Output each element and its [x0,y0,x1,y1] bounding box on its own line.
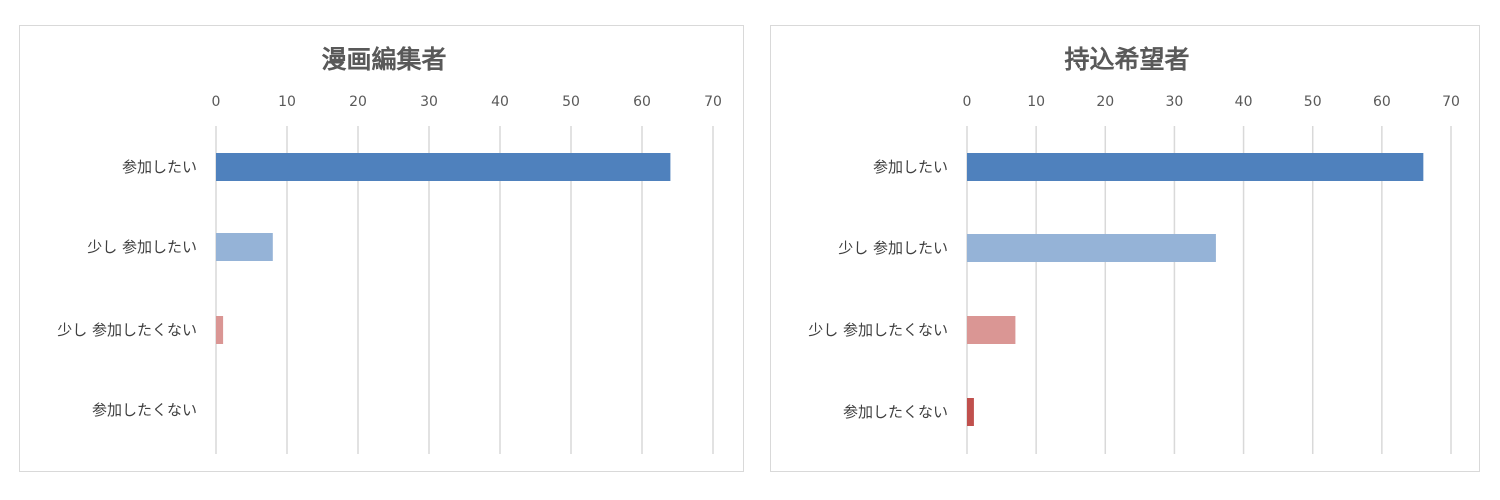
x-tick-label: 70 [1442,94,1460,110]
category-label: 参加したい [122,158,197,176]
chart-title: 漫画編集者 [321,45,446,74]
x-tick-label: 40 [491,94,509,110]
category-label: 少し 参加したい [838,239,948,257]
bar [216,153,671,181]
x-tick-label: 50 [1304,94,1322,110]
x-tick-label: 10 [1027,94,1045,110]
category-label: 参加したい [873,158,948,176]
category-label: 参加したくない [92,401,197,419]
bar [216,316,224,344]
x-tick-label: 70 [704,94,722,110]
x-tick-label: 30 [1166,94,1184,110]
bar [967,316,1016,344]
chart-panel-editors: 漫画編集者 0 10 20 30 40 50 60 70 参加したい少し 参加したい少し 参加し… [19,25,744,472]
x-tick-label: 60 [1373,94,1391,110]
category-label: 参加したくない [843,403,948,421]
x-tick-label: 60 [633,94,651,110]
category-label: 少し 参加したくない [808,321,948,339]
x-tick-label: 10 [278,94,296,110]
bar [967,234,1216,262]
category-label: 少し 参加したくない [57,321,197,339]
x-tick-label: 0 [963,94,972,110]
category-label: 少し 参加したい [87,238,197,256]
x-tick-label: 50 [562,94,580,110]
x-tick-label: 0 [212,94,221,110]
bar [967,398,974,426]
bar [216,233,273,261]
chart-panel-applicants: 持込希望者 0 10 20 30 40 50 60 70 参加したい少し 参加したい少し 参加し… [770,25,1480,472]
bar [967,153,1424,181]
x-tick-label: 20 [349,94,367,110]
chart-title: 持込希望者 [1064,45,1189,74]
x-tick-label: 20 [1096,94,1114,110]
x-tick-label: 40 [1235,94,1253,110]
x-tick-label: 30 [420,94,438,110]
